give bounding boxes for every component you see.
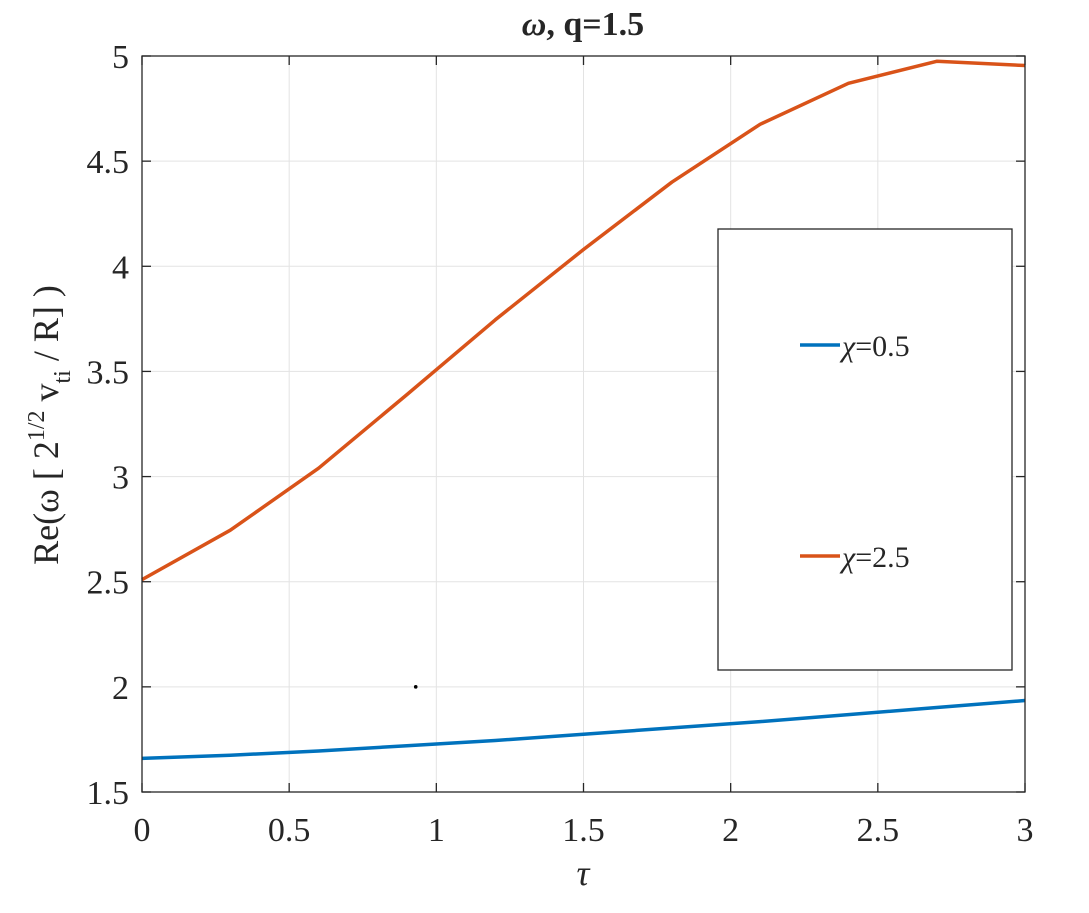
y-tick-label: 5 — [112, 39, 129, 76]
x-tick-label: 0 — [134, 812, 151, 849]
stray-data-point — [413, 685, 418, 689]
x-tick-label: 3 — [1017, 812, 1034, 849]
chart-title: ω, q=1.5 — [522, 6, 644, 43]
series-line-0 — [141, 698, 1026, 761]
y-tick-label: 2.5 — [87, 565, 130, 602]
y-tick-label: 2 — [112, 670, 129, 707]
title-symbol: ω — [522, 6, 547, 43]
x-tick-label: 2.5 — [857, 812, 900, 849]
y-axis-label: Re(ω [ 21/2 vti / R] ) — [24, 285, 76, 565]
x-tick-label: 1 — [428, 812, 445, 849]
legend-symbol-chi-2-5: χ — [839, 541, 856, 574]
axis-ticks — [141, 55, 1026, 793]
x-tick-label: 1.5 — [562, 812, 605, 849]
y-axis-label-main: Re(ω [ 2 — [26, 441, 66, 565]
legend-value-chi-0-5: =0.5 — [855, 330, 909, 363]
legend: χ=0.5 χ=2.5 — [717, 228, 1013, 671]
y-axis-label-end: / R] ) — [26, 285, 66, 370]
y-tick-label: 4.5 — [87, 144, 130, 181]
legend-symbol-chi-0-5: χ — [839, 330, 856, 363]
legend-box — [717, 228, 1013, 671]
series-line-1 — [141, 59, 1026, 582]
legend-label-chi-0-5: χ=0.5 — [839, 330, 910, 363]
x-tick-label: 2 — [722, 812, 739, 849]
legend-label-chi-2-5: χ=2.5 — [839, 541, 910, 574]
y-tick-label: 3.5 — [87, 354, 130, 391]
y-axis-label-sub: ti — [50, 370, 76, 384]
y-tick-label: 1.5 — [87, 775, 130, 812]
x-axis-label: τ — [577, 853, 591, 893]
x-tick-label: 0.5 — [268, 812, 311, 849]
series-layer — [141, 59, 1026, 761]
tick-labels: 0 0.5 1 1.5 2 2.5 3 1.5 2 2.5 3 3.5 4 4.5 5 — [87, 39, 1034, 849]
title-rest: , q=1.5 — [546, 6, 644, 43]
y-tick-label: 4 — [112, 249, 129, 286]
y-axis-label-sup: 1/2 — [24, 411, 50, 442]
legend-value-chi-2-5: =2.5 — [855, 541, 909, 574]
y-tick-label: 3 — [112, 460, 129, 497]
y-axis-label-mid: v — [26, 384, 66, 411]
